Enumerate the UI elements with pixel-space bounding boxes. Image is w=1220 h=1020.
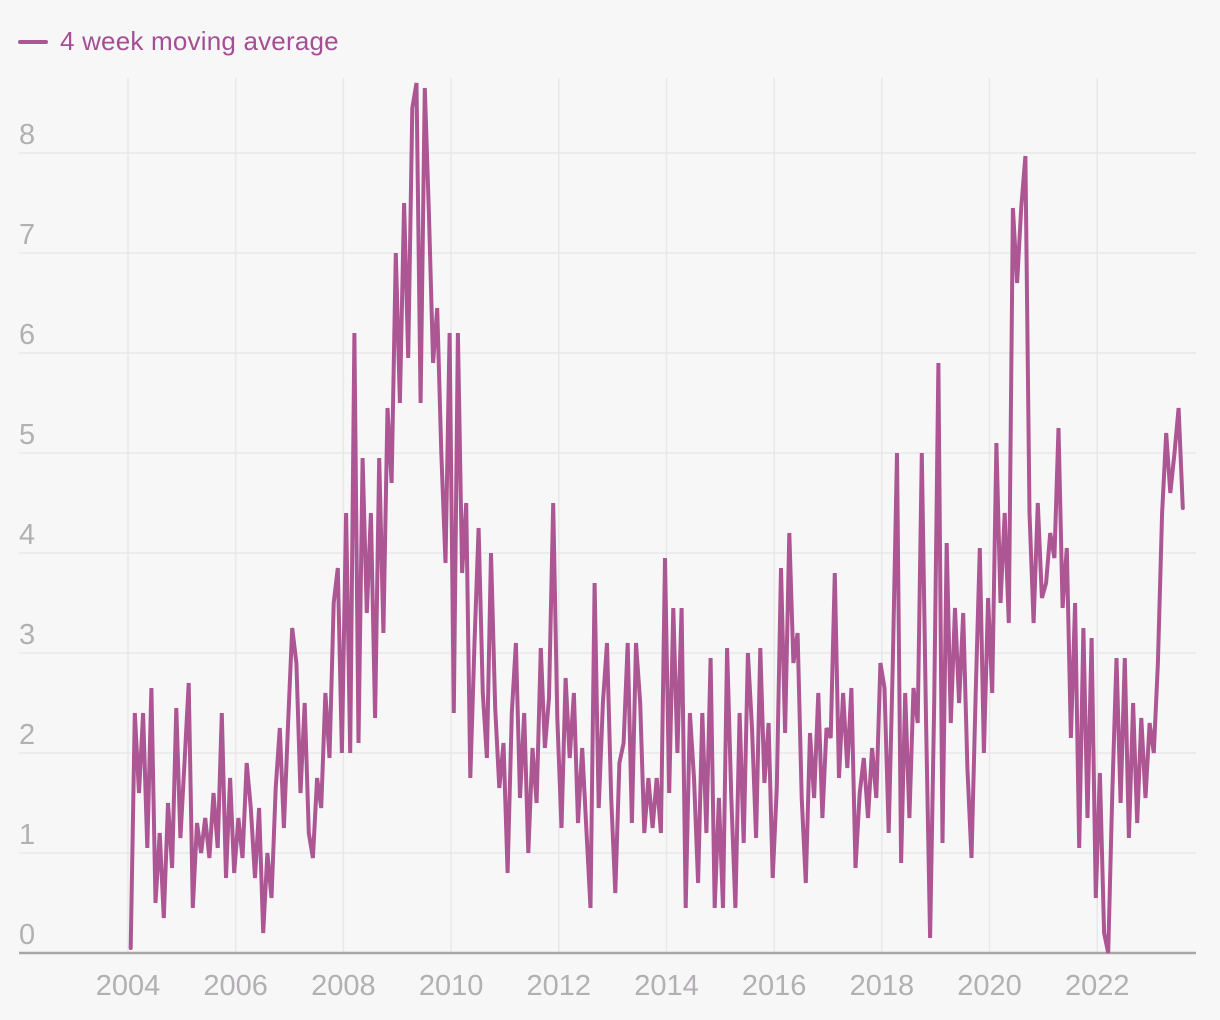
y-tick-label: 8 [19, 119, 35, 151]
x-tick-label: 2022 [1065, 970, 1130, 1002]
x-tick-label: 2006 [203, 970, 268, 1002]
x-tick-label: 2014 [634, 970, 699, 1002]
y-tick-label: 1 [19, 819, 35, 851]
y-tick-label: 3 [19, 619, 35, 651]
y-tick-label: 2 [19, 719, 35, 751]
x-tick-label: 2018 [850, 970, 915, 1002]
x-tick-label: 2008 [311, 970, 376, 1002]
y-tick-label: 4 [19, 519, 35, 551]
y-tick-label: 0 [19, 919, 35, 951]
legend-label: 4 week moving average [60, 26, 339, 56]
legend: 4 week moving average [18, 26, 339, 57]
legend-line-icon [18, 39, 48, 44]
y-tick-label: 7 [19, 219, 35, 251]
x-tick-label: 2012 [527, 970, 592, 1002]
y-tick-label: 6 [19, 319, 35, 351]
x-tick-label: 2010 [419, 970, 484, 1002]
y-tick-label: 5 [19, 419, 35, 451]
x-tick-label: 2004 [96, 970, 161, 1002]
x-tick-label: 2020 [957, 970, 1022, 1002]
series-line [128, 82, 1185, 954]
x-tick-label: 2016 [742, 970, 807, 1002]
